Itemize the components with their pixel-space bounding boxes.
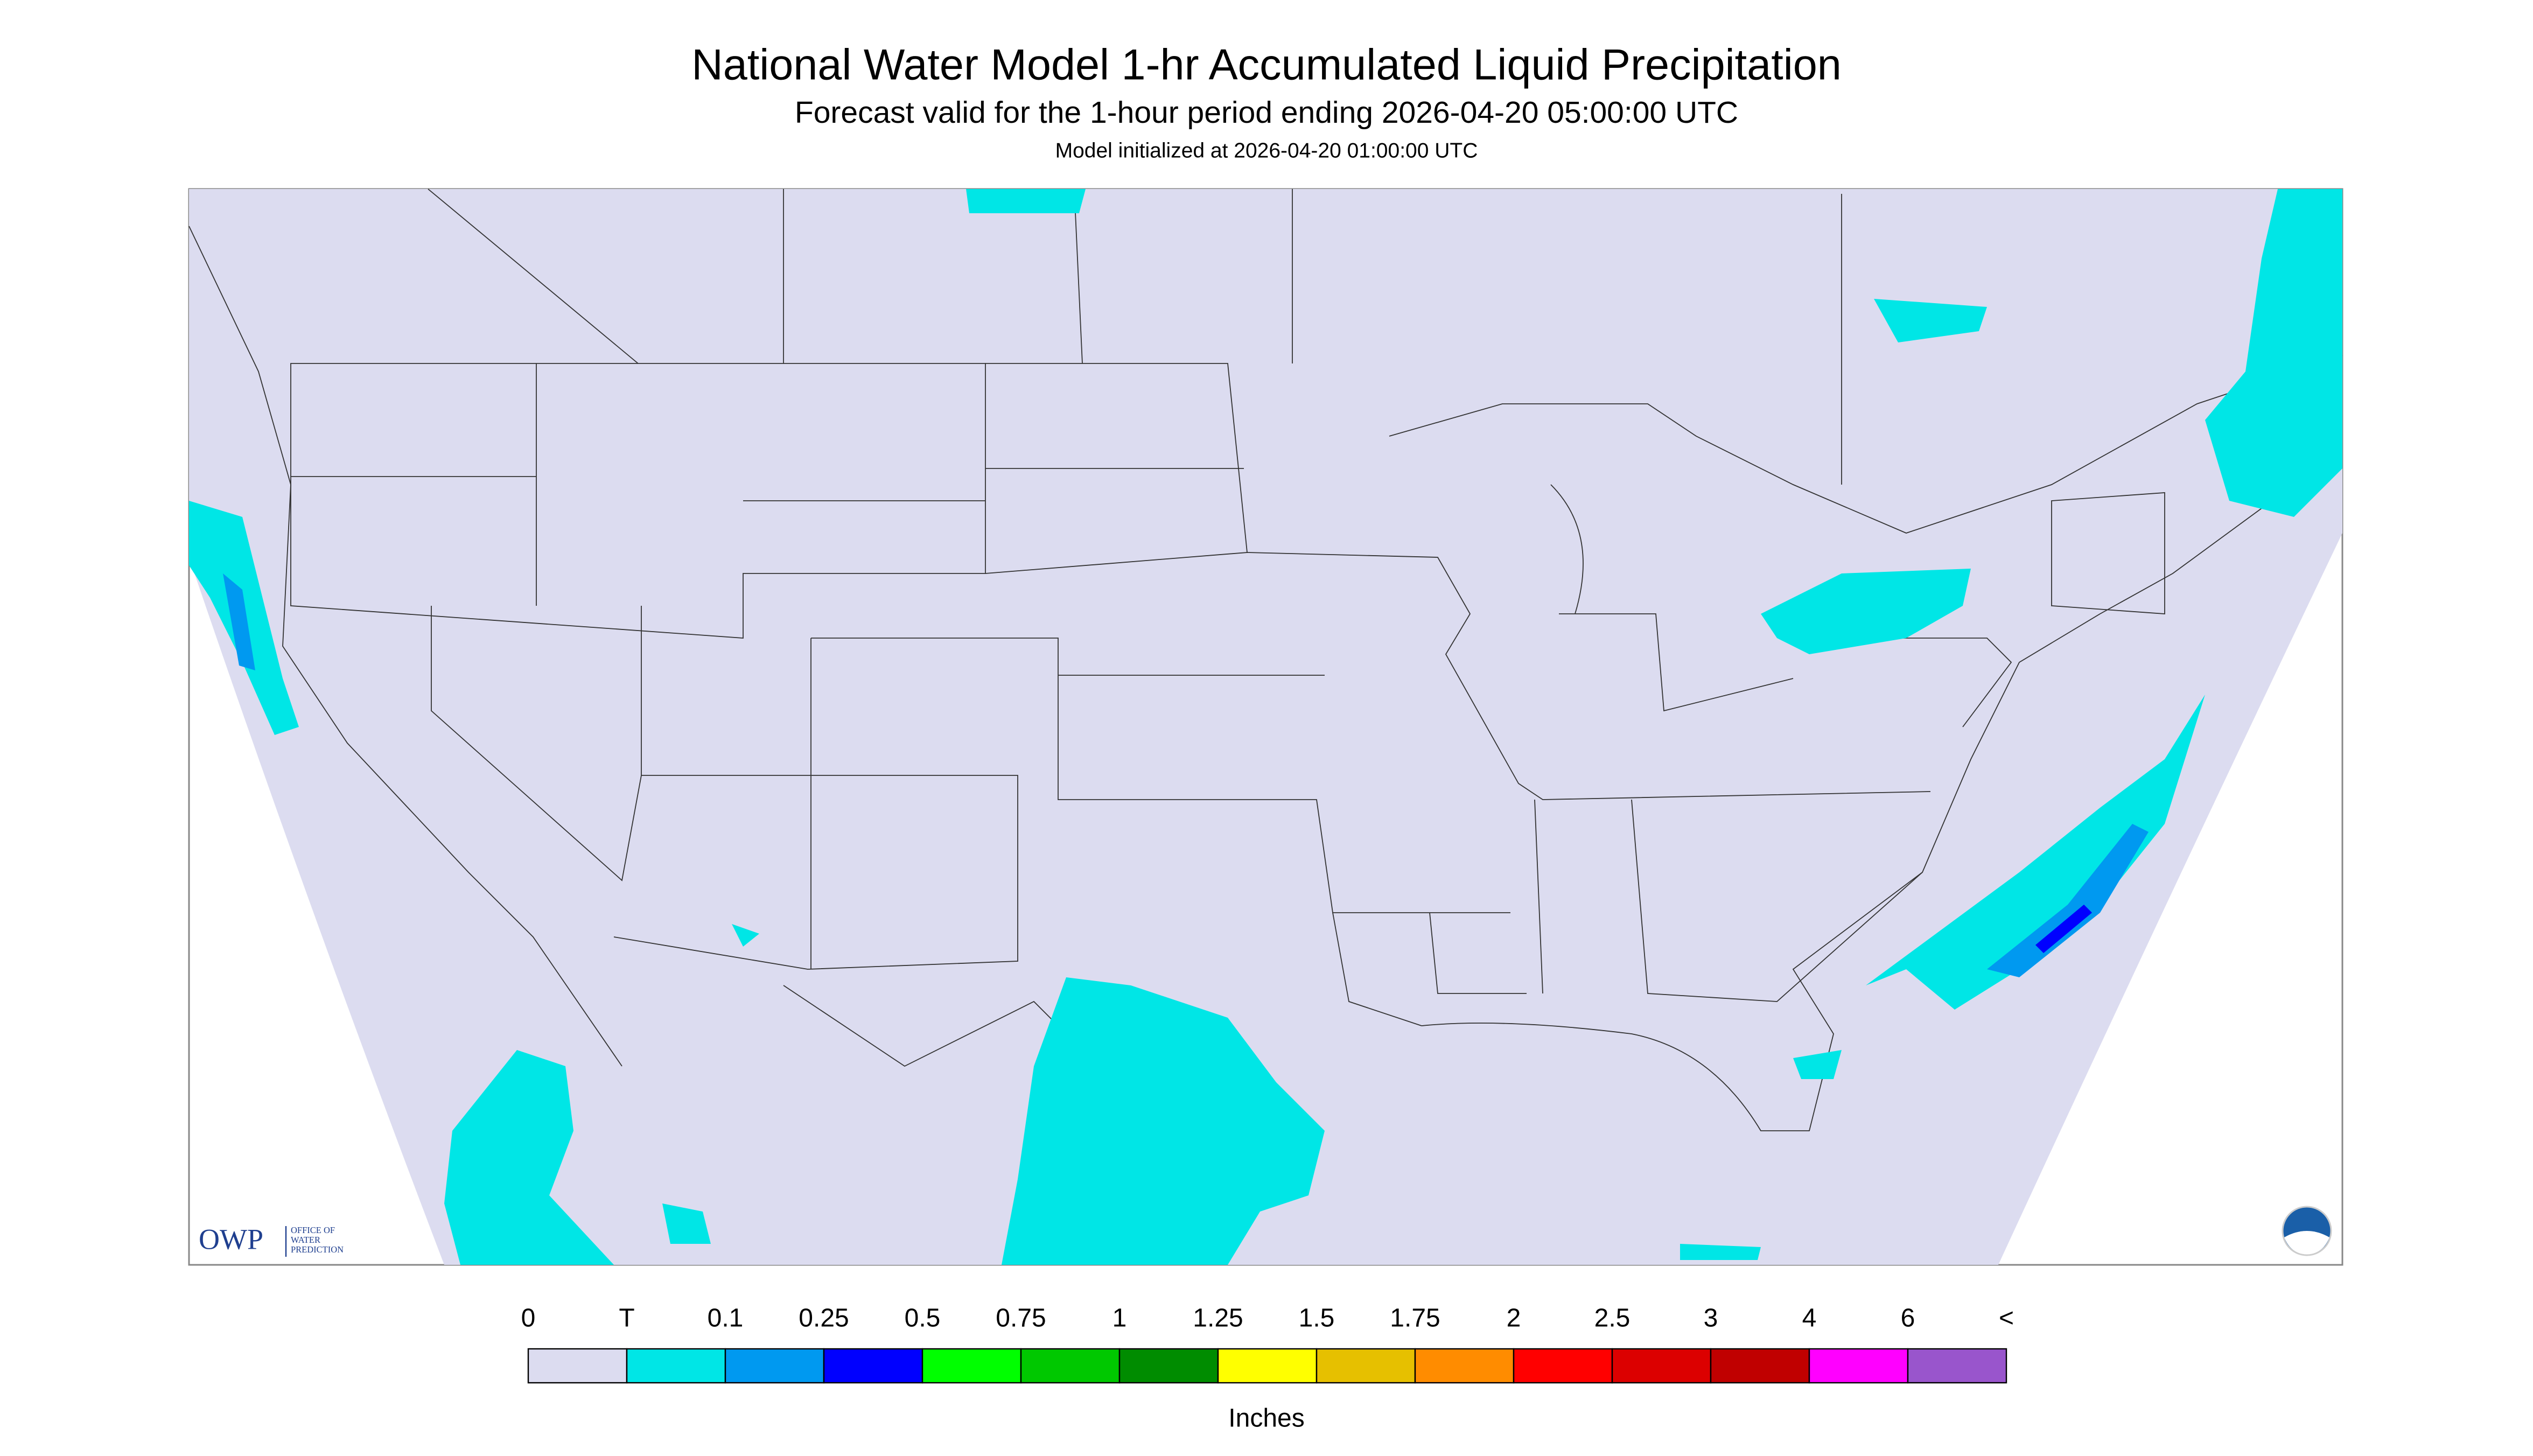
noaa-logo — [2282, 1206, 2332, 1256]
legend-swatch — [1316, 1348, 1416, 1384]
precip-areas — [189, 189, 2342, 1265]
legend-swatch — [1611, 1348, 1712, 1384]
legend-label: < — [1999, 1304, 2014, 1333]
legend-swatch — [1808, 1348, 1909, 1384]
legend-label: 2.5 — [1594, 1304, 1631, 1333]
legend-swatch — [1118, 1348, 1219, 1384]
subtitle: Forecast valid for the 1-hour period end… — [795, 95, 1738, 130]
legend-swatch — [724, 1348, 825, 1384]
legend-label: 0.75 — [996, 1304, 1046, 1333]
legend-swatch — [527, 1348, 628, 1384]
legend-label: 1.75 — [1390, 1304, 1440, 1333]
legend-unit: Inches — [1228, 1404, 1304, 1433]
logo-text: OWP — [199, 1223, 263, 1255]
legend-swatch — [823, 1348, 923, 1384]
legend-label: 0.1 — [708, 1304, 744, 1333]
legend-label: 1 — [1112, 1304, 1127, 1333]
legend-swatch — [1020, 1348, 1121, 1384]
legend-swatch — [626, 1348, 726, 1384]
legend-label: T — [619, 1304, 634, 1333]
legend-label: 0 — [521, 1304, 536, 1333]
legend-swatch — [1710, 1348, 1810, 1384]
map-domain — [189, 189, 2342, 1265]
legend-label: 3 — [1704, 1304, 1718, 1333]
legend-swatch — [1414, 1348, 1515, 1384]
legend-label: 1.5 — [1299, 1304, 1335, 1333]
state-borders — [188, 188, 2343, 1131]
legend-label: 0.5 — [905, 1304, 941, 1333]
legend-label: 4 — [1802, 1304, 1817, 1333]
legend-label: 1.25 — [1193, 1304, 1243, 1333]
init-time: Model initialized at 2026-04-20 01:00:00… — [1055, 139, 1478, 162]
legend-swatch — [921, 1348, 1022, 1384]
logo-subtext: OFFICE OF — [291, 1225, 335, 1235]
logo-subtext: WATER — [291, 1235, 320, 1245]
legend-label: 2 — [1507, 1304, 1521, 1333]
logo-subtext: PREDICTION — [291, 1244, 344, 1255]
legend-swatch — [1513, 1348, 1613, 1384]
legend-swatch — [1907, 1348, 2007, 1384]
legend-swatch — [1217, 1348, 1318, 1384]
legend-label: 6 — [1901, 1304, 1915, 1333]
legend: 0 T 0.1 0.25 0.5 0.75 1 1.25 1.5 1.75 2 2.5 3 4 6 < — [521, 1304, 2014, 1384]
legend-label: 0.25 — [799, 1304, 849, 1333]
title: National Water Model 1-hr Accumulated Li… — [691, 40, 1842, 89]
